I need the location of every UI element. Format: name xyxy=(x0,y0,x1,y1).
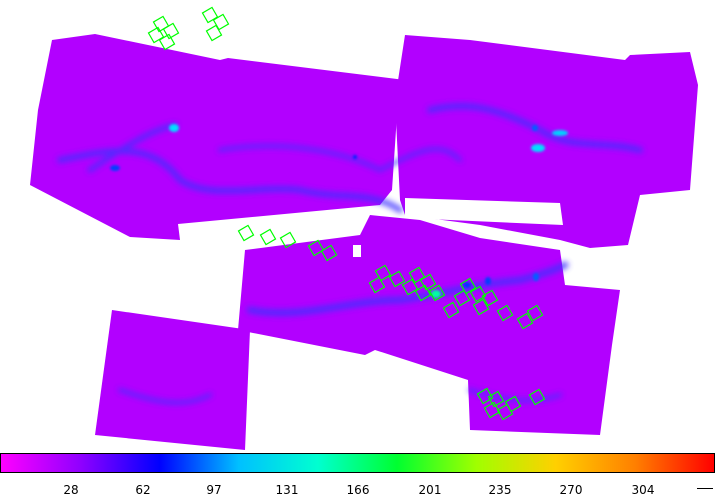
cutout-box xyxy=(459,277,477,295)
cutout-box xyxy=(158,33,176,51)
source-blob xyxy=(552,130,568,136)
coverage-gaps xyxy=(353,198,563,257)
cutout-box xyxy=(401,278,419,296)
map-tile-northwest xyxy=(30,34,405,240)
cutout-box xyxy=(162,22,180,40)
colorbar-tick-label: 304 xyxy=(631,483,655,497)
cutout-box xyxy=(483,401,501,419)
cutout-box xyxy=(528,388,546,406)
colorbar-tick-label: 201 xyxy=(418,483,442,497)
cutout-box xyxy=(212,13,230,31)
colorbar-tick-label: 166 xyxy=(346,483,370,497)
sky-intensity-map xyxy=(30,6,698,450)
cutout-box xyxy=(428,284,446,302)
cutout-box xyxy=(487,390,505,408)
cutout-box xyxy=(320,244,338,262)
source-blob xyxy=(532,125,538,131)
source-blob xyxy=(463,282,471,288)
cutout-box xyxy=(504,395,522,413)
scale-mark xyxy=(697,488,713,489)
cutout-box xyxy=(201,6,219,24)
colorbar-tick-label: 270 xyxy=(559,483,583,497)
colorbar xyxy=(0,453,715,473)
colorbar-tick-label: 62 xyxy=(135,483,151,497)
cutout-footprints xyxy=(147,6,546,421)
cutout-box xyxy=(442,301,460,319)
source-blob xyxy=(531,144,545,152)
cutout-box xyxy=(476,387,494,405)
coverage-gap xyxy=(353,245,361,257)
survey-footprint xyxy=(30,34,698,450)
map-tile-southwest xyxy=(95,310,250,450)
source-blob xyxy=(353,155,357,159)
cutout-box xyxy=(368,276,386,294)
cutout-box xyxy=(374,264,392,282)
bright-sources xyxy=(110,124,568,298)
cutout-box xyxy=(307,239,325,257)
cutout-box xyxy=(414,284,432,302)
cutout-box xyxy=(279,231,297,249)
cutout-box xyxy=(481,289,499,307)
cutout-box xyxy=(453,289,471,307)
cutout-box xyxy=(259,228,277,246)
source-blob xyxy=(485,277,491,285)
colorbar-tick-label: 97 xyxy=(206,483,222,497)
cutout-box xyxy=(526,304,544,322)
cutout-box xyxy=(419,273,437,291)
map-tile-northeast xyxy=(395,35,698,248)
source-blob xyxy=(431,290,441,298)
colorbar-tick-label: 235 xyxy=(488,483,512,497)
source-blob xyxy=(169,124,179,132)
source-blob xyxy=(533,273,539,281)
map-tile-center xyxy=(238,215,620,435)
source-blob xyxy=(110,165,120,171)
colorbar-tick-label: 131 xyxy=(275,483,299,497)
colorbar-tick-label: 28 xyxy=(63,483,79,497)
cutout-box xyxy=(469,285,487,303)
cutout-box xyxy=(205,24,223,42)
cutout-box xyxy=(496,304,514,322)
coverage-gap xyxy=(405,198,563,225)
cutout-box xyxy=(237,224,255,242)
cutout-box xyxy=(388,270,406,288)
cutout-box xyxy=(516,312,534,330)
cutout-box xyxy=(472,298,490,316)
